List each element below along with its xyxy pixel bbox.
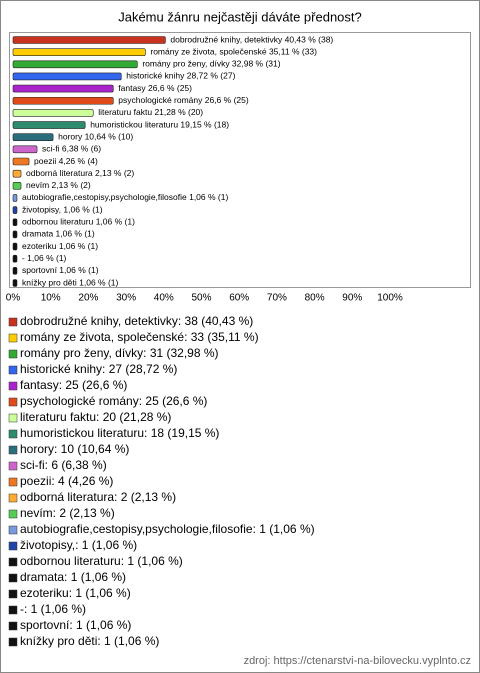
data-label: psychologické romány 26,6 % (25) xyxy=(118,95,249,105)
legend-label: sci-fi: 6 (6,38 %) xyxy=(20,458,107,472)
x-tick-label: 70% xyxy=(267,293,287,304)
x-tick-label: 30% xyxy=(116,293,136,304)
data-label: horory 10,64 % (10) xyxy=(58,131,133,141)
data-label: literaturu faktu 21,28 % (20) xyxy=(98,107,203,117)
legend-swatch xyxy=(8,477,18,487)
data-label: humoristickou literaturu 19,15 % (18) xyxy=(90,119,229,129)
legend-swatch xyxy=(8,605,18,615)
bar xyxy=(12,48,146,56)
data-label: romány ze života, společenské 35,11 % (3… xyxy=(150,46,317,56)
data-label: ezoteriku 1,06 % (1) xyxy=(22,241,98,251)
data-label: odborná literatura 2,13 % (2) xyxy=(26,168,134,178)
data-label: životopisy, 1,06 % (1) xyxy=(22,204,103,214)
legend-label: romány pro ženy, dívky: 31 (32,98 %) xyxy=(20,346,219,360)
x-tick-label: 10% xyxy=(41,293,61,304)
x-tick-label: 100% xyxy=(377,293,403,304)
bar xyxy=(12,60,138,69)
legend-swatch xyxy=(8,349,18,359)
legend-swatch xyxy=(8,621,18,631)
legend-swatch xyxy=(8,461,18,471)
legend-swatch xyxy=(8,413,18,423)
legend-swatch xyxy=(8,445,18,455)
bar xyxy=(12,242,18,251)
bar xyxy=(12,279,18,287)
data-label: historické knihy 28,72 % (27) xyxy=(126,71,235,81)
bar xyxy=(12,254,18,263)
x-tick-label: 20% xyxy=(78,293,98,304)
legend-swatch xyxy=(8,589,18,599)
legend-swatch xyxy=(8,573,18,583)
bar xyxy=(12,36,166,44)
legend-label: -: 1 (1,06 %) xyxy=(20,602,86,616)
legend-swatch xyxy=(8,365,18,375)
legend-swatch xyxy=(8,509,18,519)
bar xyxy=(12,218,18,227)
legend-label: literaturu faktu: 20 (21,28 %) xyxy=(20,410,171,424)
x-tick-label: 0% xyxy=(6,293,21,304)
legend-label: životopisy,: 1 (1,06 %) xyxy=(20,538,137,552)
bar xyxy=(12,169,22,178)
data-label: dramata 1,06 % (1) xyxy=(22,229,95,239)
data-label: poezii 4,26 % (4) xyxy=(34,156,98,166)
legend-swatch xyxy=(8,381,18,391)
legend-label: humoristickou literaturu: 18 (19,15 %) xyxy=(20,426,219,440)
legend-label: ezoteriku: 1 (1,06 %) xyxy=(20,586,131,600)
x-tick-label: 90% xyxy=(342,293,362,304)
x-tick-label: 40% xyxy=(154,293,174,304)
legend-label: fantasy: 25 (26,6 %) xyxy=(20,378,127,392)
bar xyxy=(12,72,122,81)
legend-label: knížky pro děti: 1 (1,06 %) xyxy=(20,634,159,648)
chart-title: Jakému žánru nejčastěji dáváte přednost? xyxy=(118,9,362,24)
x-tick-label: 80% xyxy=(305,293,325,304)
legend-swatch xyxy=(8,333,18,343)
legend-swatch xyxy=(8,493,18,503)
data-label: - 1,06 % (1) xyxy=(22,253,67,263)
legend-label: autobiografie,cestopisy,psychologie,filo… xyxy=(20,522,315,536)
data-label: odbornou literaturu 1,06 % (1) xyxy=(22,217,135,227)
source: zdroj: https://ctenarstvi-na-bilovecku.v… xyxy=(244,655,471,667)
legend-label: dramata: 1 (1,06 %) xyxy=(20,570,126,584)
legend-swatch xyxy=(8,557,18,567)
legend-label: nevím: 2 (2,13 %) xyxy=(20,506,115,520)
data-label: sportovní 1,06 % (1) xyxy=(22,265,99,275)
bar xyxy=(12,96,114,105)
legend-label: sportovní: 1 (1,06 %) xyxy=(20,618,131,632)
bar xyxy=(12,206,18,214)
legend-label: horory: 10 (10,64 %) xyxy=(20,442,129,456)
legend-swatch xyxy=(8,317,18,327)
bar xyxy=(12,133,54,141)
bar xyxy=(12,145,38,154)
legend-swatch xyxy=(8,397,18,407)
bar xyxy=(12,194,18,202)
legend-swatch xyxy=(8,637,18,647)
bar xyxy=(12,230,18,239)
bar xyxy=(12,121,86,129)
legend-label: dobrodružné knihy, detektivky: 38 (40,43… xyxy=(20,314,253,328)
data-label: sci-fi 6,38 % (6) xyxy=(42,144,101,154)
data-label: dobrodružné knihy, detektivky 40,43 % (3… xyxy=(170,34,333,44)
bar xyxy=(12,182,22,190)
legend-label: poezii: 4 (4,26 %) xyxy=(20,474,113,488)
bar xyxy=(12,84,114,93)
plot-frame xyxy=(9,32,471,288)
bar xyxy=(12,157,30,166)
x-tick-label: 50% xyxy=(191,293,211,304)
legend-label: odborná literatura: 2 (2,13 %) xyxy=(20,490,176,504)
legend-swatch xyxy=(8,541,18,551)
legend-swatch xyxy=(8,525,18,535)
bar xyxy=(12,109,94,117)
data-label: romány pro ženy, dívky 32,98 % (31) xyxy=(142,59,280,69)
legend-label: historické knihy: 27 (28,72 %) xyxy=(20,362,177,376)
legend-label: romány ze života, společenské: 33 (35,11… xyxy=(20,330,259,344)
data-label: fantasy 26,6 % (25) xyxy=(118,83,192,93)
data-label: autobiografie,cestopisy,psychologie,filo… xyxy=(22,192,228,202)
legend-label: odbornou literaturu: 1 (1,06 %) xyxy=(20,554,183,568)
legend-swatch xyxy=(8,429,18,439)
x-tick-label: 60% xyxy=(229,293,249,304)
legend-label: psychologické romány: 25 (26,6 %) xyxy=(20,394,207,408)
data-label: knížky pro děti 1,06 % (1) xyxy=(22,277,119,287)
bar xyxy=(12,267,18,275)
data-label: nevím 2,13 % (2) xyxy=(26,180,91,190)
